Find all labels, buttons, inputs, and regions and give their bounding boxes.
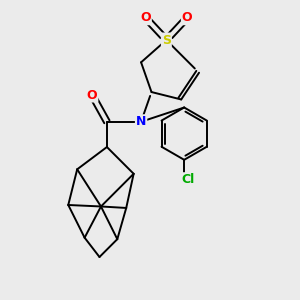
Text: Cl: Cl: [181, 173, 194, 186]
Text: S: S: [162, 34, 171, 46]
Text: O: O: [87, 88, 98, 101]
Text: O: O: [140, 11, 151, 24]
Text: N: N: [136, 115, 146, 128]
Text: O: O: [182, 11, 193, 24]
